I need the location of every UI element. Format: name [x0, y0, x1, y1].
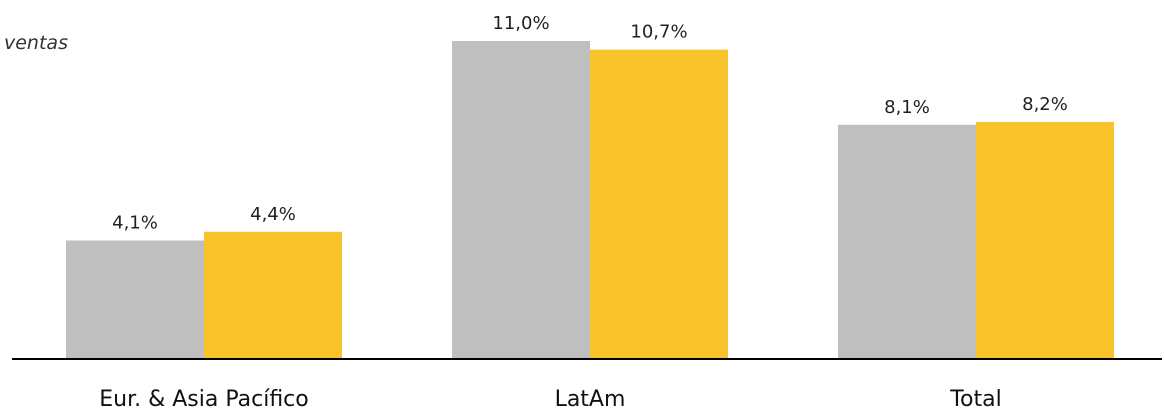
category-label-0: Eur. & Asia Pacífico	[99, 387, 308, 412]
data-label-1-series-1: 10,7%	[630, 22, 687, 43]
category-label-2: Total	[949, 387, 1001, 412]
bar-0-series-1	[204, 231, 342, 359]
data-label-2-series-1: 8,2%	[1022, 94, 1068, 115]
data-labels-group: 4,1% 4,4% 11,0% 10,7% 8,1% 8,2%	[112, 13, 1068, 233]
data-label-0-series-1: 4,4%	[250, 204, 296, 225]
bars-group	[66, 41, 1114, 359]
data-label-2-series-0: 8,1%	[884, 97, 930, 118]
bar-1-series-1	[590, 49, 728, 359]
data-label-1-series-0: 11,0%	[492, 13, 549, 34]
chart-title: ventas	[4, 32, 68, 54]
bar-2-series-1	[976, 121, 1114, 359]
bar-2-series-0	[838, 124, 976, 359]
category-label-1: LatAm	[555, 387, 626, 412]
bar-0-series-0	[66, 240, 204, 359]
data-label-0-series-0: 4,1%	[112, 212, 158, 233]
category-labels-group: Eur. & Asia Pacífico LatAm Total	[99, 387, 1001, 412]
bar-1-series-0	[452, 41, 590, 359]
